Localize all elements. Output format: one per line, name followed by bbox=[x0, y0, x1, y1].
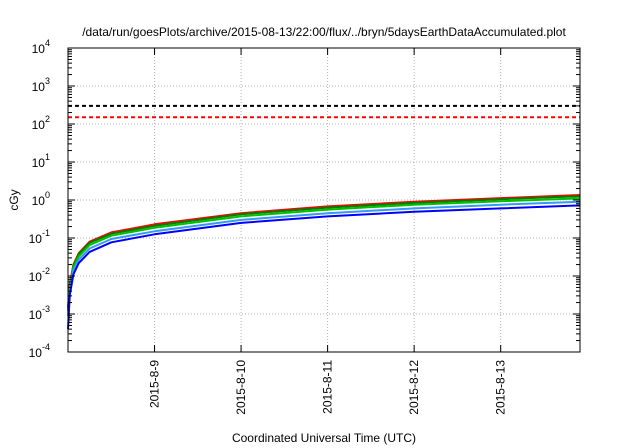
threshold-lines bbox=[68, 104, 580, 119]
chart-title: /data/run/goesPlots/archive/2015-08-13/2… bbox=[82, 25, 566, 39]
y-tick-label: 102 bbox=[32, 114, 50, 132]
x-tick-label: 2015-8-13 bbox=[494, 360, 508, 415]
series-line bbox=[67, 200, 581, 316]
x-tick-label: 2015-8-9 bbox=[148, 360, 162, 408]
series-line bbox=[67, 194, 581, 308]
y-axis: 10-4 10-3 10-2 10-1 100 101 102 103 104 bbox=[29, 38, 580, 360]
y-tick-label: 10-3 bbox=[29, 304, 50, 322]
x-tick-label: 2015-8-10 bbox=[234, 360, 248, 415]
y-tick-label: 10-4 bbox=[29, 342, 50, 360]
x-tick-label: 2015-8-12 bbox=[407, 360, 421, 415]
x-axis: 2015-8-9 2015-8-10 2015-8-11 2015-8-12 2015-… bbox=[148, 48, 508, 415]
y-tick-label: 100 bbox=[32, 190, 50, 208]
x-tick-label: 2015-8-11 bbox=[321, 360, 335, 414]
y-tick-label: 10-2 bbox=[29, 266, 50, 284]
x-axis-label: Coordinated Universal Time (UTC) bbox=[232, 431, 416, 445]
series-lines bbox=[67, 194, 581, 330]
y-tick-label: 104 bbox=[32, 38, 50, 56]
y-tick-label: 101 bbox=[32, 152, 50, 170]
y-axis-label: cGy bbox=[7, 189, 21, 210]
series-line bbox=[67, 197, 581, 312]
y-tick-label: 10-1 bbox=[29, 228, 50, 246]
series-line bbox=[67, 204, 581, 330]
y-tick-label: 103 bbox=[32, 76, 50, 94]
